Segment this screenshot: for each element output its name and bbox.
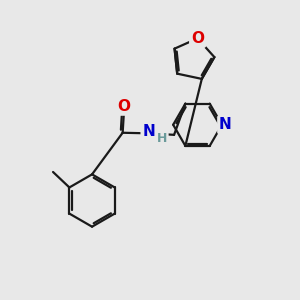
Text: O: O [191, 31, 204, 46]
Text: O: O [118, 99, 130, 114]
Text: N: N [142, 124, 155, 140]
Text: H: H [157, 132, 167, 145]
Text: N: N [219, 117, 232, 132]
